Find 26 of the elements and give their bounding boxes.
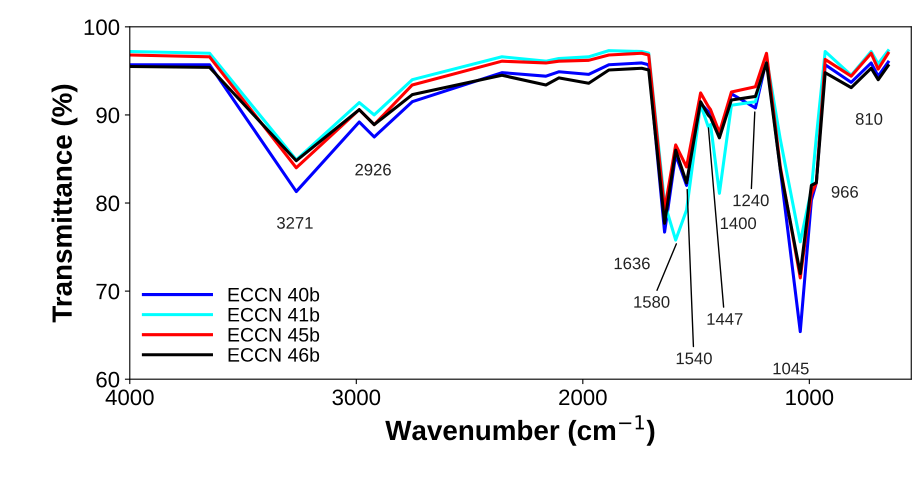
y-tick-label: 90	[96, 107, 120, 124]
x-axis-title: Wavenumber (cm$^{−1}$)	[385, 415, 654, 446]
annotation: 1447	[707, 313, 742, 325]
x-tick-label: 2000	[559, 390, 607, 406]
y-tick-label: 100	[84, 19, 120, 36]
legend-label: ECCN 45b	[228, 327, 320, 342]
annotation: 1636	[614, 258, 650, 270]
x-tick-label: 4000	[106, 390, 154, 406]
x-tick-label: 3000	[332, 390, 380, 406]
y-axis-title: Transmittance (%)	[52, 84, 78, 322]
annotation: 1580	[634, 296, 670, 308]
annotation: 1045	[774, 362, 809, 374]
annotation: 810	[856, 113, 882, 125]
annotation: 1240	[734, 194, 769, 206]
annotation: 966	[832, 186, 858, 198]
y-tick-label: 60	[96, 372, 120, 388]
annotation: 1400	[720, 217, 756, 230]
legend-label: ECCN 41b	[228, 307, 320, 322]
annotation: 3271	[277, 217, 313, 229]
legend-label: ECCN 46b	[228, 347, 320, 362]
annotation: 2926	[355, 164, 391, 176]
legend-label: ECCN 40b	[228, 287, 320, 302]
x-tick-label: 1000	[786, 390, 834, 406]
y-tick-label: 80	[96, 196, 120, 212]
annotation: 1540	[676, 352, 712, 364]
y-tick-label: 70	[96, 284, 120, 300]
